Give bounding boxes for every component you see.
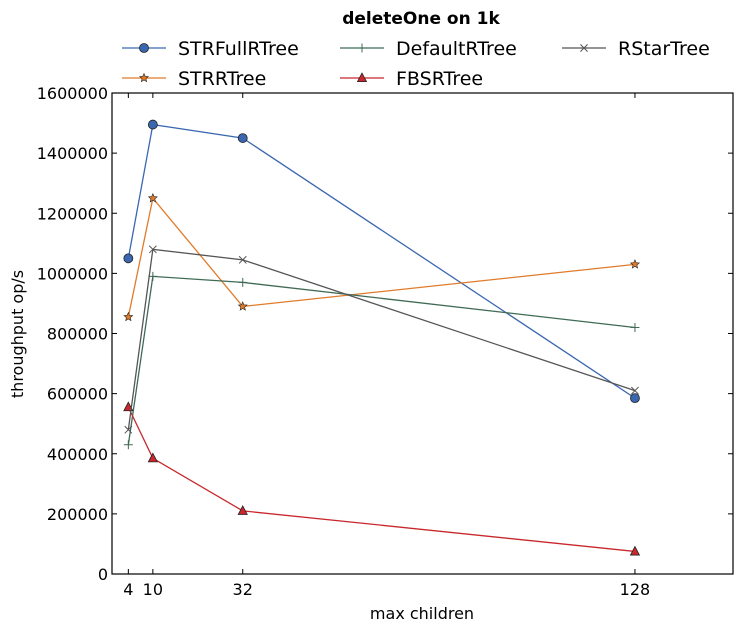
data-point [123,253,134,264]
data-point [139,43,149,53]
y-tick-label: 1600000 [37,84,108,103]
series-layer [123,119,641,556]
series-line [127,123,636,399]
data-point [238,255,247,264]
legend-label: STRRTree [178,68,266,90]
data-point [356,72,368,82]
data-point [147,452,159,463]
legend-item-strfullrtree: STRFullRTree [122,38,299,60]
y-tick-label: 1400000 [37,144,108,163]
series-fbsrtree [123,401,641,556]
x-tick-label: 10 [143,580,163,599]
y-tick-label: 600000 [47,385,108,404]
data-point [630,386,639,395]
y-tick-label: 0 [98,565,108,584]
y-tick-label: 1000000 [37,264,108,283]
data-point [123,311,134,322]
data-point [629,259,640,269]
data-point [148,245,157,254]
series-line [127,196,636,318]
y-tick-label: 400000 [47,445,108,464]
series-line [127,406,636,553]
x-axis-label: max children [370,604,474,623]
x-tick-label: 128 [620,580,651,599]
data-point [630,393,640,404]
data-point [357,43,367,53]
y-tick-label: 1200000 [37,204,108,223]
data-point [629,545,641,556]
legend-item-rstartree: RStarTree [562,38,710,60]
series-rstartree [124,245,639,434]
legend-label: STRFullRTree [178,38,299,60]
series-strfullrtree [123,119,640,404]
series-line [127,275,636,445]
data-point [630,322,640,332]
x-tick-label: 4 [123,580,133,599]
legend-item-fbsrtree: FBSRTree [340,68,483,90]
legend: STRFullRTree DefaultRTree RStarTree STRRTre… [122,38,710,90]
legend-label: FBSRTree [396,68,483,90]
legend-label: DefaultRTree [396,38,517,60]
data-point [138,72,150,83]
chart-title: deleteOne on 1k [342,9,500,29]
legend-item-defaultrtree: DefaultRTree [340,38,517,60]
series-line [127,248,636,430]
data-point [237,301,248,311]
legend-item-strrtree: STRRTree [122,68,266,90]
data-point [147,119,158,130]
data-point [580,44,588,52]
data-point [238,277,248,287]
data-point [237,133,248,143]
x-tick-label: 32 [233,580,253,599]
data-point [237,505,248,515]
data-point [147,192,158,203]
y-tick-label: 200000 [47,505,108,524]
plot-area [111,92,734,575]
series-strrtree [123,192,640,322]
data-point [123,440,133,450]
data-point [124,425,133,434]
y-axis-label: throughput op/s [8,270,27,398]
axis-ticks: 0 200000 400000 600000 800000 1000000 1200000 1… [37,84,733,599]
legend-label: RStarTree [618,38,710,60]
data-point [148,271,158,281]
series-defaultrtree [123,271,640,450]
y-tick-label: 800000 [47,325,108,344]
